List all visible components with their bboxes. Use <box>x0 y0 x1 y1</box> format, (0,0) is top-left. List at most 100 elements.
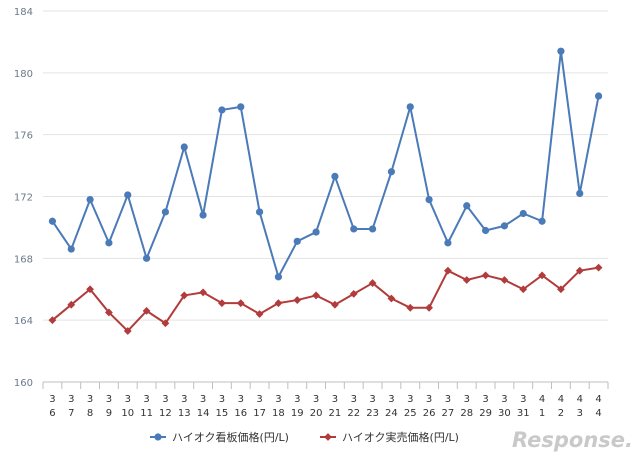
data-point <box>123 327 132 335</box>
x-tick-label-day: 13 <box>178 408 191 419</box>
data-point <box>142 254 151 262</box>
x-tick-label-month: 3 <box>219 394 225 405</box>
data-point <box>142 306 151 315</box>
x-tick-label-month: 3 <box>49 394 55 405</box>
x-tick-label-month: 3 <box>275 394 281 405</box>
x-tick-label-day: 17 <box>253 408 266 419</box>
series-line <box>51 266 599 332</box>
data-point <box>199 288 207 297</box>
data-point <box>350 225 358 233</box>
x-tick-label-day: 12 <box>159 408 172 419</box>
x-tick-label-month: 3 <box>464 394 470 405</box>
x-tick-label-day: 9 <box>106 408 112 419</box>
legend-item: ハイオク看板価格(円/L) <box>150 430 289 444</box>
x-tick-label-month: 3 <box>351 394 357 405</box>
data-point <box>67 245 75 253</box>
data-point <box>368 279 377 287</box>
data-point <box>519 285 528 294</box>
data-point <box>387 294 396 303</box>
data-point <box>557 47 565 55</box>
data-point <box>180 291 189 300</box>
data-point <box>387 168 396 176</box>
data-point <box>255 208 264 216</box>
data-point <box>575 266 584 275</box>
x-tick-label-month: 3 <box>125 394 131 405</box>
x-tick-label-month: 3 <box>388 394 394 405</box>
data-point <box>48 217 57 225</box>
data-point <box>594 263 603 272</box>
x-tick-label-day: 10 <box>121 408 134 419</box>
x-tick-label-day: 26 <box>423 408 436 419</box>
x-tick-label-month: 3 <box>143 394 149 405</box>
data-point <box>312 228 320 236</box>
x-tick-label-day: 27 <box>442 408 455 419</box>
watermark-logo: Response. <box>512 428 633 452</box>
x-tick-label-month: 3 <box>68 394 74 405</box>
data-point <box>124 191 132 199</box>
data-point <box>463 202 471 210</box>
data-point <box>481 271 490 280</box>
x-tick-label-day: 2 <box>558 408 564 419</box>
data-point <box>86 285 94 294</box>
x-tick-label-day: 14 <box>197 408 210 419</box>
x-tick-label-month: 3 <box>445 394 451 405</box>
x-tick-label-day: 30 <box>498 408 511 419</box>
y-tick-label: 164 <box>14 316 33 327</box>
x-tick-label-month: 3 <box>426 394 432 405</box>
data-point <box>274 273 283 281</box>
legend-marker <box>154 433 162 441</box>
data-point <box>462 276 471 284</box>
legend-label: ハイオク実売価格(円/L) <box>342 430 459 444</box>
data-point <box>576 189 584 198</box>
y-tick-label: 176 <box>14 131 33 142</box>
y-axis-ticks: 160 164 168 172 176 180 184 <box>14 7 33 389</box>
x-tick-label-day: 19 <box>291 408 304 419</box>
data-point <box>199 211 207 219</box>
data-point <box>538 217 546 225</box>
x-tick-label-day: 31 <box>517 408 530 419</box>
data-point <box>406 303 415 312</box>
y-tick-label: 184 <box>14 7 33 18</box>
data-point <box>105 239 113 247</box>
x-tick-label-day: 18 <box>272 408 285 419</box>
y-tick-label: 180 <box>14 69 33 80</box>
data-point <box>500 276 509 284</box>
data-point <box>86 195 94 204</box>
x-tick-label-day: 25 <box>404 408 417 419</box>
series-line <box>51 50 600 278</box>
watermark-text: Response. <box>512 428 633 452</box>
x-tick-label-day: 21 <box>329 408 342 419</box>
x-tick-label-month: 4 <box>577 394 583 405</box>
data-point <box>255 310 264 318</box>
data-point <box>538 271 546 280</box>
x-tick-label-month: 3 <box>332 394 338 405</box>
x-tick-label-month: 3 <box>87 394 93 405</box>
y-tick-label: 160 <box>14 378 33 389</box>
x-tick-label-month: 4 <box>539 394 545 405</box>
data-point <box>236 299 245 308</box>
data-point <box>557 285 565 294</box>
x-tick-label-month: 4 <box>595 394 601 405</box>
data-point <box>218 299 226 308</box>
data-point <box>67 300 76 309</box>
legend-marker <box>324 433 332 441</box>
x-tick-label-month: 3 <box>106 394 112 405</box>
data-point <box>105 308 113 317</box>
data-point <box>444 239 452 247</box>
series-1 <box>48 47 603 281</box>
x-tick-label-month: 3 <box>200 394 206 405</box>
x-tick-label-month: 3 <box>162 394 168 405</box>
data-point <box>237 103 245 111</box>
data-point <box>500 222 509 230</box>
x-tick-label-day: 28 <box>460 408 473 419</box>
x-tick-label-day: 22 <box>347 408 360 419</box>
data-point <box>161 208 170 216</box>
data-point <box>519 209 527 218</box>
x-tick-label-month: 3 <box>482 394 488 405</box>
data-point <box>312 291 320 300</box>
x-tick-label-month: 3 <box>407 394 413 405</box>
x-tick-label-month: 3 <box>520 394 526 405</box>
data-point <box>331 300 339 309</box>
data-point <box>331 172 339 181</box>
